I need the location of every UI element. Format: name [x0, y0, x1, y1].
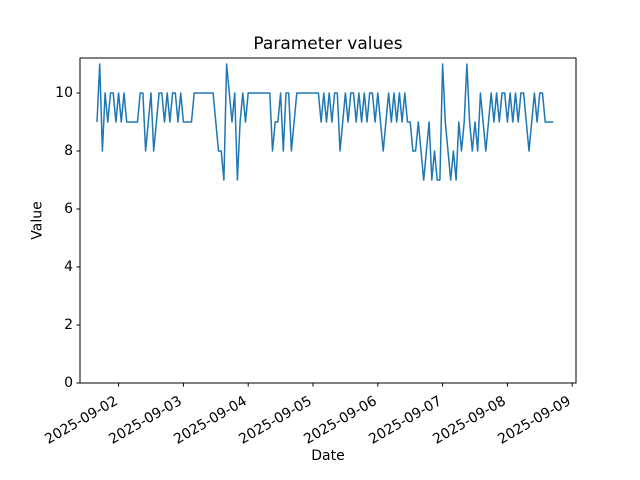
y-tick-label: 10	[55, 84, 73, 101]
chart-title: Parameter values	[253, 34, 403, 54]
y-tick-label: 4	[64, 258, 73, 275]
y-tick-label: 2	[64, 316, 73, 333]
data-line	[96, 63, 554, 181]
y-tick-label: 0	[64, 374, 73, 391]
y-tick-label: 6	[64, 200, 73, 217]
plot-border	[79, 57, 577, 384]
x-axis-label: Date	[311, 448, 345, 464]
y-tick-label: 8	[64, 142, 73, 159]
